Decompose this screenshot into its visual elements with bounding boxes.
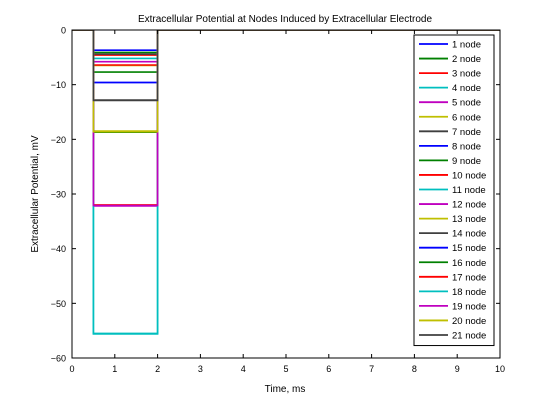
y-tick-label: −30 — [51, 190, 66, 200]
x-tick-label: 5 — [283, 364, 288, 374]
legend-label: 12 node — [452, 200, 486, 211]
series-line-15 — [72, 30, 500, 84]
series-line-9 — [72, 30, 500, 73]
y-tick-label: −60 — [51, 354, 66, 364]
series-line-4 — [72, 30, 500, 60]
legend: 1 node 2 node 3 node 4 node 5 node 6 node 7 no… — [413, 34, 495, 347]
series-line-19 — [72, 30, 500, 207]
series-layer — [72, 30, 500, 335]
legend-label: 19 node — [452, 301, 486, 312]
legend-label: 18 node — [452, 287, 486, 298]
legend-label: 21 node — [452, 331, 486, 342]
x-tick-label: 0 — [69, 364, 74, 374]
y-tick-label: −50 — [51, 299, 66, 309]
legend-label: 2 node — [452, 54, 481, 65]
x-tick-label: 7 — [369, 364, 374, 374]
y-tick-label: 0 — [61, 26, 66, 36]
series-line-10 — [72, 30, 500, 66]
series-line-1 — [72, 30, 500, 52]
series-line-2 — [72, 30, 500, 54]
legend-label: 10 node — [452, 170, 486, 181]
y-tick-label: −20 — [51, 135, 66, 145]
legend-label: 5 node — [452, 98, 481, 109]
series-line-7 — [72, 30, 500, 55]
legend-label: 17 node — [452, 272, 486, 283]
y-axis-label: Extracellular Potential, mV — [30, 135, 41, 253]
x-tick-label: 8 — [412, 364, 417, 374]
legend-label: 20 node — [452, 316, 486, 327]
chart-title: Extracellular Potential at Nodes Induced… — [138, 14, 432, 25]
legend-label: 11 node — [452, 185, 486, 196]
legend-label: 3 node — [452, 69, 481, 80]
x-tick-label: 1 — [112, 364, 117, 374]
y-tick-label: −10 — [51, 80, 66, 90]
axis-layer: 0 1 2 3 4 5 6 7 8 9 10 0 −10 −20 −30 −40 −50 −60 — [51, 26, 505, 375]
x-tick-label: 6 — [326, 364, 331, 374]
x-tick-label: 4 — [241, 364, 246, 374]
series-line-21 — [72, 30, 500, 102]
legend-label: 8 node — [452, 141, 481, 152]
series-line-18 — [72, 30, 500, 335]
legend-label: 4 node — [452, 83, 481, 94]
legend-label: 13 node — [452, 214, 486, 225]
x-tick-label: 2 — [155, 364, 160, 374]
legend-label: 15 node — [452, 243, 486, 254]
x-tick-label: 9 — [455, 364, 460, 374]
legend-label: 7 node — [452, 127, 481, 138]
legend-label: 9 node — [452, 156, 481, 167]
series-line-20 — [72, 30, 500, 133]
legend-label: 14 node — [452, 229, 486, 240]
x-tick-label: 10 — [495, 364, 505, 374]
y-tick-label: −40 — [51, 244, 66, 254]
series-line-5 — [72, 30, 500, 63]
x-axis-label: Time, ms — [265, 384, 306, 395]
legend-label: 6 node — [452, 112, 481, 123]
legend-label: 16 node — [452, 258, 486, 269]
x-tick-label: 3 — [198, 364, 203, 374]
legend-label: 1 node — [452, 40, 481, 51]
series-line-3 — [72, 30, 500, 56]
